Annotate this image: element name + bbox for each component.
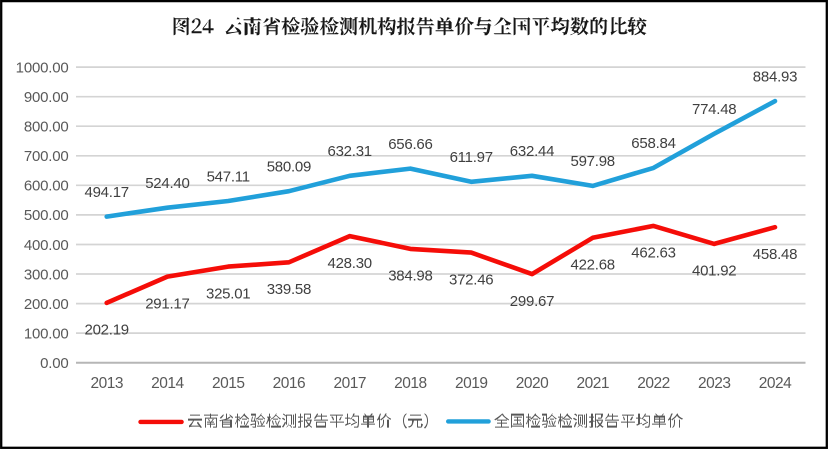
svg-text:2023: 2023: [698, 375, 730, 392]
svg-text:600.00: 600.00: [24, 178, 69, 195]
svg-text:884.93: 884.93: [753, 68, 797, 85]
svg-text:2017: 2017: [333, 375, 365, 392]
svg-text:458.48: 458.48: [753, 246, 797, 263]
svg-text:500.00: 500.00: [24, 207, 69, 224]
svg-text:700.00: 700.00: [24, 148, 69, 165]
svg-text:339.58: 339.58: [267, 281, 311, 298]
svg-text:580.09: 580.09: [267, 159, 311, 176]
svg-text:2014: 2014: [151, 375, 184, 392]
svg-text:202.19: 202.19: [85, 322, 129, 339]
svg-text:2015: 2015: [212, 375, 244, 392]
svg-text:428.30: 428.30: [328, 255, 372, 272]
svg-text:422.68: 422.68: [571, 257, 615, 274]
svg-text:372.46: 372.46: [449, 271, 493, 288]
svg-text:611.97: 611.97: [450, 149, 493, 166]
svg-text:597.98: 597.98: [571, 153, 615, 170]
svg-text:462.63: 462.63: [631, 245, 675, 262]
svg-text:2021: 2021: [576, 375, 608, 392]
svg-text:200.00: 200.00: [24, 296, 69, 313]
svg-text:0.00: 0.00: [40, 355, 68, 372]
svg-text:300.00: 300.00: [24, 266, 69, 283]
svg-text:632.44: 632.44: [510, 143, 554, 160]
svg-text:800.00: 800.00: [24, 119, 69, 136]
svg-text:291.17: 291.17: [145, 295, 189, 312]
svg-text:299.67: 299.67: [510, 293, 554, 310]
svg-text:2019: 2019: [455, 375, 487, 392]
svg-text:656.66: 656.66: [388, 136, 432, 153]
svg-text:400.00: 400.00: [24, 237, 69, 254]
svg-text:325.01: 325.01: [206, 285, 250, 302]
svg-text:2022: 2022: [637, 375, 669, 392]
svg-text:100.00: 100.00: [24, 325, 69, 342]
svg-text:2020: 2020: [516, 375, 549, 392]
svg-text:658.84: 658.84: [631, 135, 675, 152]
svg-text:774.48: 774.48: [692, 101, 736, 118]
svg-text:547.11: 547.11: [207, 168, 250, 185]
svg-text:494.17: 494.17: [85, 184, 129, 201]
svg-text:1000.00: 1000.00: [16, 59, 69, 76]
svg-text:2016: 2016: [273, 375, 305, 392]
svg-text:2018: 2018: [394, 375, 426, 392]
svg-text:632.31: 632.31: [328, 143, 372, 160]
svg-text:2013: 2013: [90, 375, 122, 392]
svg-text:384.98: 384.98: [388, 268, 432, 285]
svg-text:2024: 2024: [759, 375, 792, 392]
svg-text:401.92: 401.92: [692, 263, 736, 280]
svg-text:900.00: 900.00: [24, 89, 69, 106]
svg-text:524.40: 524.40: [145, 175, 189, 192]
